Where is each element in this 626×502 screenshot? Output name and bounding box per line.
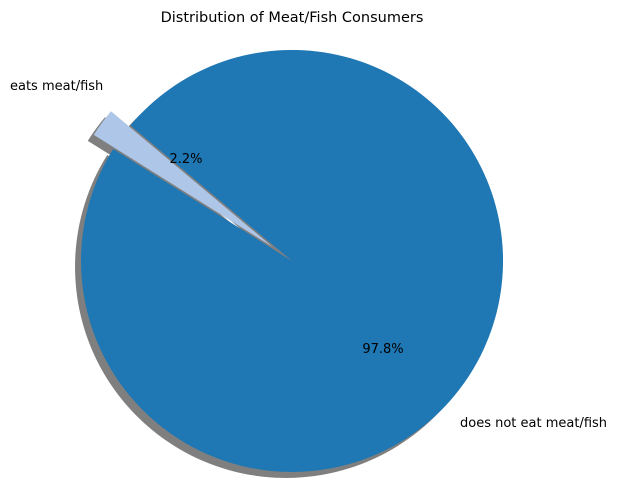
pie-slice-layer xyxy=(81,49,504,472)
chart-title: Distribution of Meat/Fish Consumers xyxy=(161,10,424,26)
slice-percent-does-not-eat-meat-fish: 97.8% xyxy=(362,342,403,357)
pie-slice-does-not-eat-meat-fish xyxy=(81,49,504,472)
slice-label-eats-meat-fish: eats meat/fish xyxy=(10,79,103,94)
slice-label-does-not-eat-meat-fish: does not eat meat/fish xyxy=(460,416,607,431)
pie-slice-eats-meat-fish xyxy=(93,111,273,247)
slice-percent-eats-meat-fish: 2.2% xyxy=(169,152,202,167)
